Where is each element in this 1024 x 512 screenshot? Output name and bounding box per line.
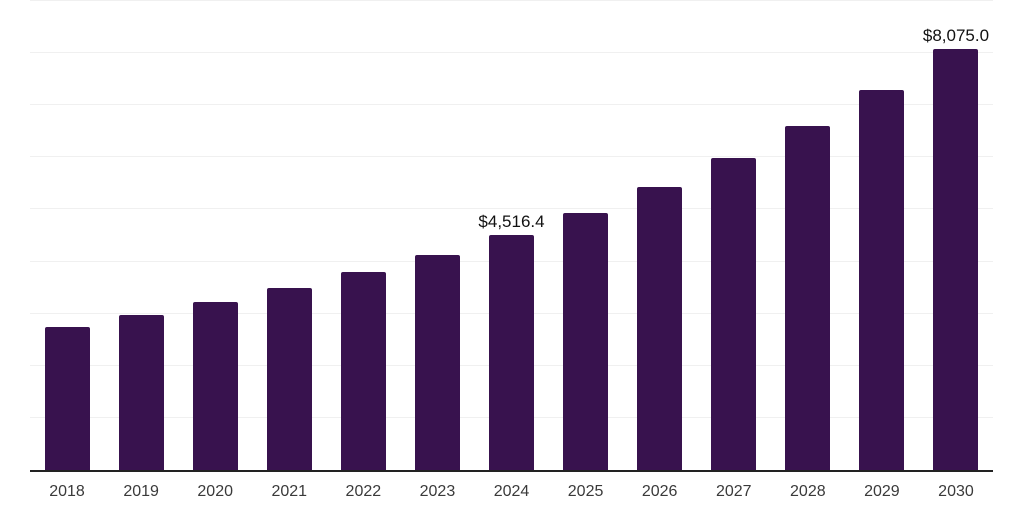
x-axis-tick-label: 2029 — [864, 483, 900, 500]
x-axis-tick-label: 2027 — [715, 483, 752, 500]
x-axis-labels: 2018 2019 2020 2021 2022 2023 2024 2025 … — [30, 472, 993, 500]
bar — [859, 89, 905, 470]
gridline — [30, 208, 993, 210]
x-axis-tick-label: 2020 — [197, 483, 233, 500]
bar-value-label: $8,075.0 — [922, 26, 990, 46]
bar — [414, 255, 460, 470]
bar — [711, 157, 757, 470]
bar — [192, 302, 238, 470]
x-axis-tick-label: 2025 — [567, 483, 604, 500]
bar — [118, 315, 164, 470]
bar-group: $8,075.0 — [919, 0, 993, 470]
bar — [785, 126, 831, 470]
bar-group — [252, 0, 326, 470]
bar-group — [178, 0, 252, 470]
bar-group — [697, 0, 771, 470]
bar — [489, 234, 534, 470]
x-axis-tick-label: 2021 — [271, 483, 308, 500]
bar — [637, 186, 683, 470]
x-axis-tick-label: 2018 — [49, 483, 85, 500]
gridline — [30, 0, 993, 1]
bar-group — [104, 0, 178, 470]
bar — [44, 327, 90, 470]
gridline — [30, 156, 993, 158]
bar-group — [326, 0, 400, 470]
bar-group — [549, 0, 623, 470]
bar — [933, 49, 979, 470]
bar-group — [30, 0, 104, 470]
x-axis-tick-label: 2023 — [419, 483, 456, 500]
bar-value-label: $4,516.4 — [478, 211, 545, 231]
bar-group — [400, 0, 474, 470]
plot-area: $4,516.4 $8,075.0 — [30, 0, 993, 472]
bar-group — [771, 0, 845, 470]
bar-group — [845, 0, 919, 470]
bar — [266, 288, 312, 470]
bar — [563, 212, 609, 470]
gridline — [30, 52, 993, 54]
x-axis-tick-label: 2026 — [641, 483, 678, 500]
x-axis-tick-label: 2028 — [790, 483, 826, 500]
bar-group — [623, 0, 697, 470]
bar — [340, 272, 386, 470]
bars-container: $4,516.4 $8,075.0 — [30, 0, 993, 470]
bar-group: $4,516.4 — [474, 0, 548, 470]
x-axis-tick-label: 2030 — [938, 483, 974, 500]
x-axis-tick-label: 2019 — [123, 483, 159, 500]
x-axis-tick-label: 2022 — [345, 483, 382, 500]
gridline — [30, 104, 993, 106]
x-axis-tick-label: 2024 — [493, 483, 530, 500]
